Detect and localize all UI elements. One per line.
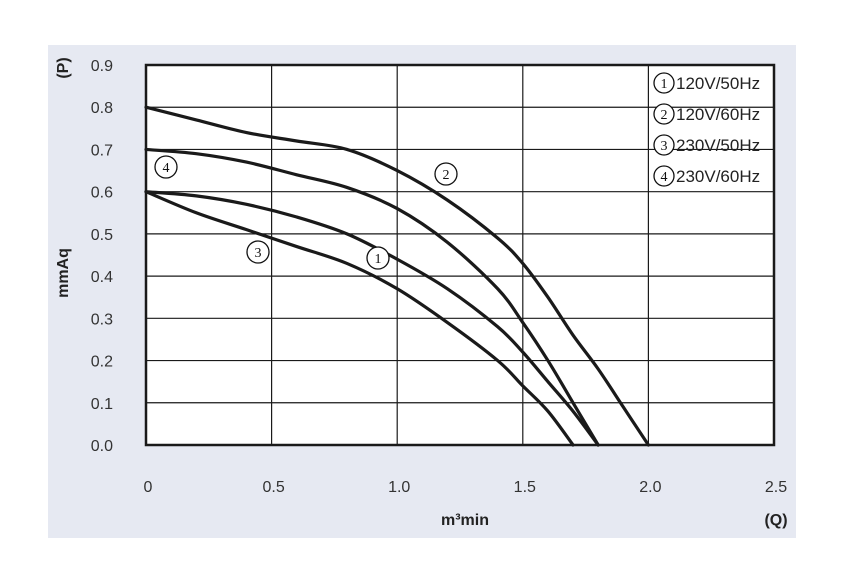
legend-marker-label: 1 [661, 77, 668, 92]
legend-marker-label: 4 [661, 170, 668, 185]
y-axis-ticks: 0.0 0.1 0.2 0.3 0.4 0.5 0.6 0.7 0.8 0.9 [91, 58, 113, 455]
curve-marker-label: 1 [375, 252, 382, 267]
y-unit-symbol: (P) [55, 57, 72, 78]
legend-entry: 2 120V/60Hz [653, 103, 760, 125]
legend-label: 120V/50Hz [676, 74, 760, 93]
legend-entry: 3 230V/50Hz [653, 134, 760, 156]
curve-marker-label: 2 [443, 168, 450, 183]
y-tick-label: 0.5 [91, 227, 113, 244]
curve-marker-circle [366, 246, 390, 270]
legend-marker-circle [653, 165, 675, 187]
series-line-4 [144, 147, 600, 447]
series-line-2 [144, 105, 650, 447]
curve-marker-label: 3 [255, 246, 262, 261]
x-unit-symbol: (Q) [764, 512, 787, 529]
legend-marker-circle [653, 72, 675, 94]
y-tick-label: 0.7 [91, 142, 113, 159]
grid [146, 65, 774, 445]
plot-frame [144, 63, 776, 447]
legend-marker-label: 3 [661, 139, 668, 154]
curves [144, 105, 650, 447]
legend-label: 230V/50Hz [676, 136, 760, 155]
x-tick-label: 0.5 [262, 479, 284, 496]
y-tick-label: 0.9 [91, 58, 113, 75]
y-tick-label: 0.1 [91, 396, 113, 413]
curve-marker-1: 1 [366, 246, 390, 270]
x-tick-label: 0 [144, 479, 153, 496]
y-tick-label: 0.4 [91, 269, 113, 286]
y-tick-label: 0.6 [91, 185, 113, 202]
curve-marker-4: 4 [154, 155, 178, 179]
legend-label: 230V/60Hz [676, 167, 760, 186]
legend-marker-label: 2 [661, 108, 668, 123]
curve-marker-circle [154, 155, 178, 179]
y-axis-label: mmAq [55, 248, 72, 298]
y-tick-label: 0.3 [91, 311, 113, 328]
series-line-1 [144, 190, 600, 447]
curve-markers: 1 2 3 4 [154, 155, 458, 270]
x-tick-label: 1.5 [514, 479, 536, 496]
curve-marker-label: 4 [163, 161, 170, 176]
legend-entry: 1 120V/50Hz [653, 72, 760, 94]
curve-marker-circle [246, 240, 270, 264]
curve-marker-2: 2 [434, 162, 458, 186]
x-tick-label: 2.0 [639, 479, 661, 496]
curve-marker-circle [434, 162, 458, 186]
legend: 1 120V/50Hz 2 120V/60Hz 3 230V/50Hz 4 230V/60Hz [653, 72, 760, 187]
x-tick-label: 1.0 [388, 479, 410, 496]
legend-marker-circle [653, 103, 675, 125]
x-axis-label: m³min [441, 512, 489, 529]
y-tick-label: 0.2 [91, 354, 113, 371]
legend-entry: 4 230V/60Hz [653, 165, 760, 187]
y-tick-label: 0.8 [91, 100, 113, 117]
legend-label: 120V/60Hz [676, 105, 760, 124]
x-tick-label: 2.5 [765, 479, 787, 496]
curve-marker-3: 3 [246, 240, 270, 264]
x-axis-ticks: 0 0.5 1.0 1.5 2.0 2.5 [144, 479, 788, 496]
legend-marker-circle [653, 134, 675, 156]
series-line-3 [144, 190, 575, 447]
y-tick-label: 0.0 [91, 438, 113, 455]
